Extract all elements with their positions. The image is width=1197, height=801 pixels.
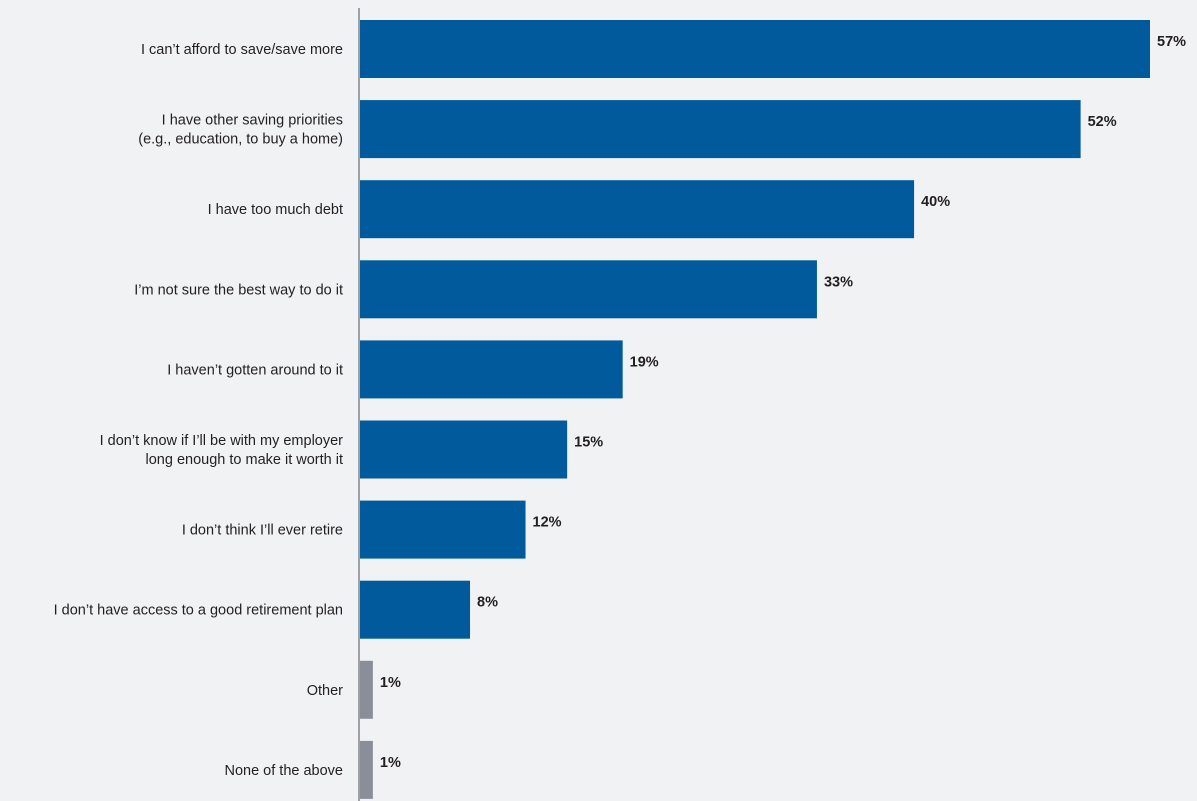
category-label-line: I don’t know if I’ll be with my employer [100,433,344,449]
value-label-10: 1% [380,755,401,771]
category-label-8: I don’t have access to a good retirement… [54,603,343,619]
bar-8 [359,580,471,639]
category-label-line: (e.g., education, to buy a home) [138,132,343,148]
value-label-8: 8% [477,595,498,611]
category-labels-group: I can’t afford to save/save more I have o… [54,42,344,779]
category-label-line: Other [307,683,343,699]
value-label-1: 57% [1157,34,1186,50]
category-label-1: I can’t afford to save/save more [141,42,343,58]
value-labels-group: 57% 52% 40% 33% 19% 15% 12% 8% 1% 1% [380,34,1186,771]
bar-6 [359,420,568,479]
value-label-7: 12% [533,515,562,531]
bar-1 [359,20,1150,78]
category-label-line: I don’t think I’ll ever retire [182,523,343,539]
bar-4 [359,260,817,319]
value-label-5: 19% [630,354,659,370]
category-label-10: None of the above [224,763,343,779]
category-label-line: I have other saving priorities [162,113,343,129]
category-label-line: I’m not sure the best way to do it [134,282,343,298]
value-label-2: 52% [1088,114,1117,130]
category-label-5: I haven’t gotten around to it [167,362,343,378]
bar-7 [359,500,526,559]
category-label-line: I can’t afford to save/save more [141,42,343,58]
category-label-2: I have other saving priorities (e.g., edu… [138,113,343,148]
bar-5 [359,340,623,399]
category-label-line: I don’t have access to a good retirement… [54,603,343,619]
category-label-line: None of the above [224,763,343,779]
value-label-6: 15% [574,435,603,451]
bars-group [359,20,1150,799]
category-label-6: I don’t know if I’ll be with my employer… [100,433,344,468]
category-label-7: I don’t think I’ll ever retire [182,523,343,539]
bar-9 [359,660,373,719]
category-label-3: I have too much debt [208,202,343,218]
bar-10 [359,740,373,799]
bar-3 [359,180,915,239]
category-label-line: long enough to make it worth it [146,452,343,468]
category-label-line: I haven’t gotten around to it [167,362,343,378]
category-label-line: I have too much debt [208,202,343,218]
value-label-9: 1% [380,675,401,691]
bar-2 [359,100,1081,159]
category-label-9: Other [307,683,343,699]
category-label-4: I’m not sure the best way to do it [134,282,343,298]
value-label-4: 33% [824,274,853,290]
value-label-3: 40% [921,194,950,210]
